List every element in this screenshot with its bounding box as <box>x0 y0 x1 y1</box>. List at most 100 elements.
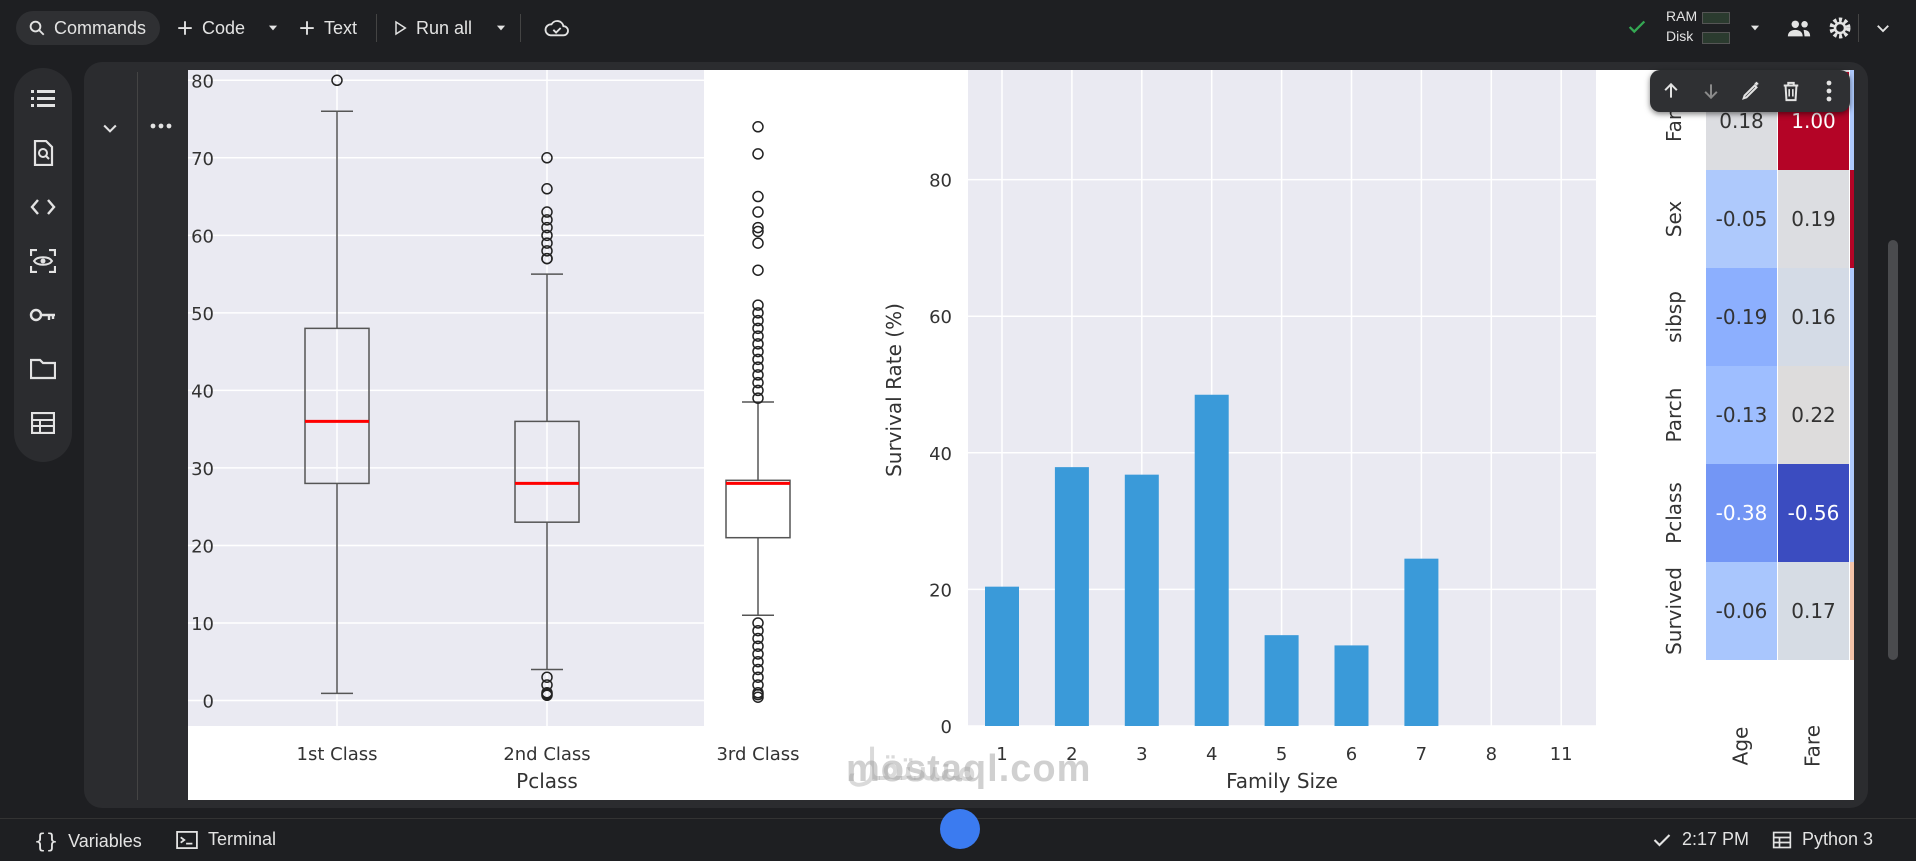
table-of-contents-icon[interactable] <box>28 84 58 114</box>
bar <box>1264 635 1299 726</box>
correlation-heatmap: 0.18 1.00 Fare -0.05 0.19 Sex -0.19 0.16 sibsp -0… <box>1662 70 1854 767</box>
y-tick-label: 20 <box>929 580 952 601</box>
heatmap-cell <box>1778 464 1849 562</box>
box-iqr <box>514 420 580 523</box>
toolbar-divider <box>1858 14 1859 42</box>
move-cell-down-icon[interactable] <box>1698 78 1724 104</box>
outlier-point <box>541 686 553 699</box>
heatmap-cell-edge <box>1850 366 1854 464</box>
outlier-point <box>541 671 553 683</box>
collapse-toolbar-button[interactable] <box>1864 11 1902 45</box>
files-folder-icon[interactable] <box>28 354 58 384</box>
heatmap-col-label: Age <box>1729 727 1753 766</box>
x-tick-label: 6 <box>1346 744 1357 765</box>
collapse-output-chevron-icon[interactable] <box>100 118 124 142</box>
outlier-point <box>752 314 764 327</box>
secrets-key-icon[interactable] <box>28 300 58 330</box>
execution-status[interactable]: 2:17 PM <box>1652 829 1749 850</box>
outlier-point <box>752 648 764 660</box>
outlier-point <box>752 679 764 691</box>
run-all-button[interactable]: Run all <box>382 11 482 45</box>
top-toolbar: Commands Code Text Run all RAM Disk <box>0 0 1916 56</box>
find-in-notebook-icon[interactable] <box>28 138 58 168</box>
cloud-check-icon <box>544 20 569 37</box>
outlier-point <box>752 322 764 335</box>
outlier-point <box>752 121 764 133</box>
heatmap-cell <box>1778 366 1849 464</box>
y-axis-label: Survival Rate (%) <box>882 303 906 477</box>
terminal-label: Terminal <box>208 829 277 849</box>
kernel-name: Python 3 <box>1802 829 1874 849</box>
outlier-point <box>752 369 764 381</box>
x-tick-label: 11 <box>1550 744 1573 765</box>
y-tick-label: 50 <box>191 304 214 325</box>
add-code-button[interactable]: Code <box>166 11 255 45</box>
code-snippets-icon[interactable] <box>28 192 58 222</box>
outlier-point <box>752 299 764 311</box>
delete-cell-icon[interactable] <box>1778 78 1804 104</box>
code-dropdown-button[interactable] <box>256 11 290 45</box>
heatmap-value: -0.56 <box>1788 501 1840 525</box>
search-icon <box>29 20 45 36</box>
kernel-status[interactable]: Python 3 <box>1772 829 1873 850</box>
y-tick-label: 30 <box>191 459 214 480</box>
bar <box>1054 467 1089 726</box>
text-label: Text <box>324 17 358 38</box>
cell-toolbar <box>1650 70 1850 112</box>
run-all-dropdown-button[interactable] <box>484 11 518 45</box>
people-icon <box>1787 20 1811 37</box>
outlier-point <box>541 245 553 257</box>
heatmap-cell-edge <box>1850 268 1854 366</box>
outlier-point <box>752 225 764 238</box>
runtime-dropdown-button[interactable] <box>1738 11 1772 45</box>
output-scrollbar[interactable] <box>1888 240 1898 660</box>
x-axis-label: Pclass <box>516 769 578 793</box>
gear-icon <box>1829 17 1851 39</box>
toolbar-divider <box>520 14 521 42</box>
outlier-point <box>541 229 553 242</box>
settings-button[interactable] <box>1818 11 1862 45</box>
save-to-drive-button[interactable] <box>534 11 580 45</box>
caret-down-icon <box>1750 25 1760 31</box>
outlier-point <box>752 338 764 350</box>
outlier-point <box>752 663 764 676</box>
outlier-point <box>752 237 764 249</box>
share-button[interactable] <box>1776 11 1822 45</box>
variables-button[interactable]: {} Variables <box>34 829 142 853</box>
outlier-point <box>541 214 553 226</box>
play-icon <box>395 20 407 36</box>
outlier-point <box>752 640 764 652</box>
heatmap-value: 0.19 <box>1791 207 1836 231</box>
variable-inspector-icon[interactable] <box>28 246 58 276</box>
edit-cell-icon[interactable] <box>1738 78 1764 104</box>
move-cell-up-icon[interactable] <box>1658 78 1684 104</box>
outlier-point <box>752 632 764 645</box>
y-tick-label: 20 <box>191 536 214 557</box>
heatmap-row-label: Survived <box>1662 567 1686 655</box>
y-tick-label: 80 <box>929 171 952 192</box>
terminal-button[interactable]: Terminal <box>176 829 276 850</box>
survival-by-family-size-bar-chart: 0 20 40 60 80 1 2 3 4 5 6 7 8 11 Family Size Survival R… <box>882 70 1596 793</box>
resources-indicator[interactable]: RAM Disk <box>1660 8 1752 48</box>
plus-icon <box>178 21 192 35</box>
heatmap-cell-edge <box>1850 72 1854 170</box>
data-table-icon[interactable] <box>28 408 58 438</box>
side-rail <box>14 68 72 462</box>
outlier-point <box>541 679 553 691</box>
disk-meter <box>1702 32 1730 44</box>
outlier-point <box>541 206 553 218</box>
status-bar: {} Variables Terminal 2:17 PM Python 3 <box>0 809 1916 861</box>
more-cell-actions-icon[interactable] <box>1816 78 1842 104</box>
output-more-options-icon[interactable] <box>150 118 178 138</box>
heatmap-value: 0.17 <box>1791 599 1836 623</box>
add-text-button[interactable]: Text <box>288 11 367 45</box>
commands-button[interactable]: Commands <box>16 11 161 45</box>
run-all-label: Run all <box>416 17 473 38</box>
y-tick-label: 0 <box>941 717 952 738</box>
heatmap-cell <box>1706 268 1777 366</box>
outlier-point <box>752 655 764 668</box>
bar <box>985 586 1019 726</box>
bar <box>1404 558 1439 726</box>
bar <box>1334 645 1369 726</box>
